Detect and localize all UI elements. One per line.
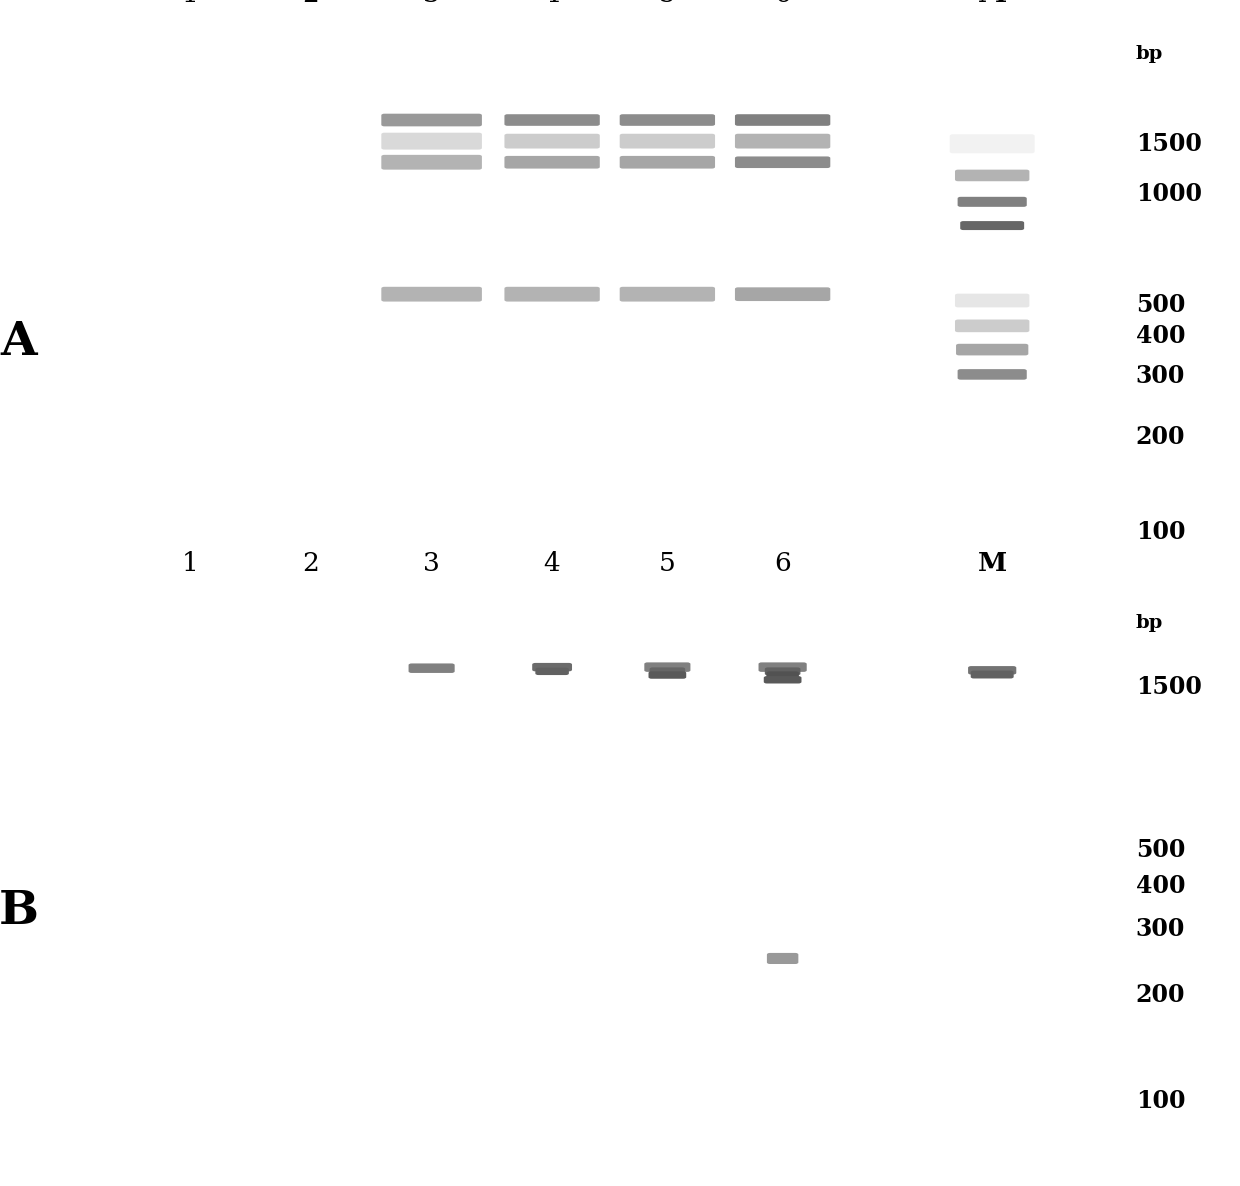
FancyBboxPatch shape: [382, 359, 482, 382]
FancyBboxPatch shape: [733, 314, 833, 338]
FancyBboxPatch shape: [620, 287, 715, 301]
Text: 1000: 1000: [1136, 181, 1202, 206]
FancyBboxPatch shape: [735, 114, 831, 126]
Text: 3: 3: [423, 0, 440, 7]
FancyBboxPatch shape: [382, 287, 482, 301]
Text: M: M: [977, 550, 1007, 576]
FancyBboxPatch shape: [733, 427, 833, 458]
FancyBboxPatch shape: [649, 671, 686, 678]
Text: 400: 400: [1136, 325, 1185, 349]
FancyBboxPatch shape: [618, 313, 718, 338]
FancyBboxPatch shape: [971, 670, 1013, 678]
Text: 1: 1: [182, 550, 198, 576]
Text: 200: 200: [1136, 983, 1185, 1007]
FancyBboxPatch shape: [250, 141, 372, 164]
FancyBboxPatch shape: [382, 133, 482, 149]
Text: bp: bp: [1136, 614, 1163, 632]
FancyBboxPatch shape: [759, 663, 807, 672]
Text: 6: 6: [774, 550, 791, 576]
FancyBboxPatch shape: [955, 170, 1029, 181]
FancyBboxPatch shape: [765, 668, 801, 675]
FancyBboxPatch shape: [618, 426, 718, 458]
Text: 2: 2: [303, 550, 320, 576]
Text: 500: 500: [1136, 293, 1185, 317]
FancyBboxPatch shape: [735, 287, 831, 301]
FancyBboxPatch shape: [650, 668, 686, 675]
Text: A: A: [0, 319, 37, 364]
Text: 100: 100: [1136, 1089, 1185, 1112]
FancyBboxPatch shape: [130, 140, 252, 164]
FancyBboxPatch shape: [505, 114, 600, 126]
FancyBboxPatch shape: [956, 344, 1028, 356]
FancyBboxPatch shape: [505, 134, 600, 148]
FancyBboxPatch shape: [615, 949, 720, 968]
Text: 5: 5: [658, 550, 676, 576]
FancyBboxPatch shape: [733, 359, 833, 382]
FancyBboxPatch shape: [968, 667, 1017, 675]
FancyBboxPatch shape: [532, 663, 572, 671]
FancyBboxPatch shape: [505, 155, 600, 168]
FancyBboxPatch shape: [955, 294, 1029, 307]
FancyBboxPatch shape: [735, 134, 831, 148]
FancyBboxPatch shape: [950, 134, 1034, 153]
Text: M: M: [977, 0, 1007, 7]
FancyBboxPatch shape: [954, 852, 1030, 867]
Text: 300: 300: [1136, 364, 1185, 388]
Text: 5: 5: [658, 0, 676, 7]
FancyBboxPatch shape: [382, 426, 482, 458]
FancyBboxPatch shape: [620, 155, 715, 168]
Text: B: B: [0, 888, 38, 933]
FancyBboxPatch shape: [382, 313, 482, 338]
Text: bp: bp: [1136, 45, 1163, 63]
FancyBboxPatch shape: [766, 952, 799, 964]
Text: 1500: 1500: [1136, 132, 1202, 155]
Text: 6: 6: [774, 0, 791, 7]
Text: 4: 4: [543, 550, 560, 576]
FancyBboxPatch shape: [735, 157, 831, 168]
FancyBboxPatch shape: [957, 369, 1027, 380]
FancyBboxPatch shape: [960, 221, 1024, 230]
FancyBboxPatch shape: [645, 663, 691, 672]
FancyBboxPatch shape: [382, 114, 482, 127]
FancyBboxPatch shape: [502, 313, 603, 338]
Text: 3: 3: [423, 550, 440, 576]
Text: 200: 200: [1136, 425, 1185, 448]
FancyBboxPatch shape: [955, 319, 1029, 332]
FancyBboxPatch shape: [957, 197, 1027, 206]
Text: 500: 500: [1136, 839, 1185, 862]
FancyBboxPatch shape: [382, 155, 482, 170]
Text: 1: 1: [182, 0, 198, 7]
FancyBboxPatch shape: [620, 114, 715, 126]
FancyBboxPatch shape: [502, 426, 603, 458]
FancyBboxPatch shape: [764, 676, 801, 683]
Text: 4: 4: [543, 0, 560, 7]
FancyBboxPatch shape: [408, 663, 455, 672]
Text: 400: 400: [1136, 874, 1185, 898]
FancyBboxPatch shape: [618, 359, 718, 382]
Text: 100: 100: [1136, 519, 1185, 543]
FancyBboxPatch shape: [620, 134, 715, 148]
FancyBboxPatch shape: [502, 359, 603, 382]
Text: 2: 2: [303, 0, 320, 7]
FancyBboxPatch shape: [766, 671, 799, 678]
FancyBboxPatch shape: [505, 287, 600, 301]
FancyBboxPatch shape: [536, 668, 569, 675]
Text: 300: 300: [1136, 918, 1185, 942]
Text: 1500: 1500: [1136, 675, 1202, 699]
